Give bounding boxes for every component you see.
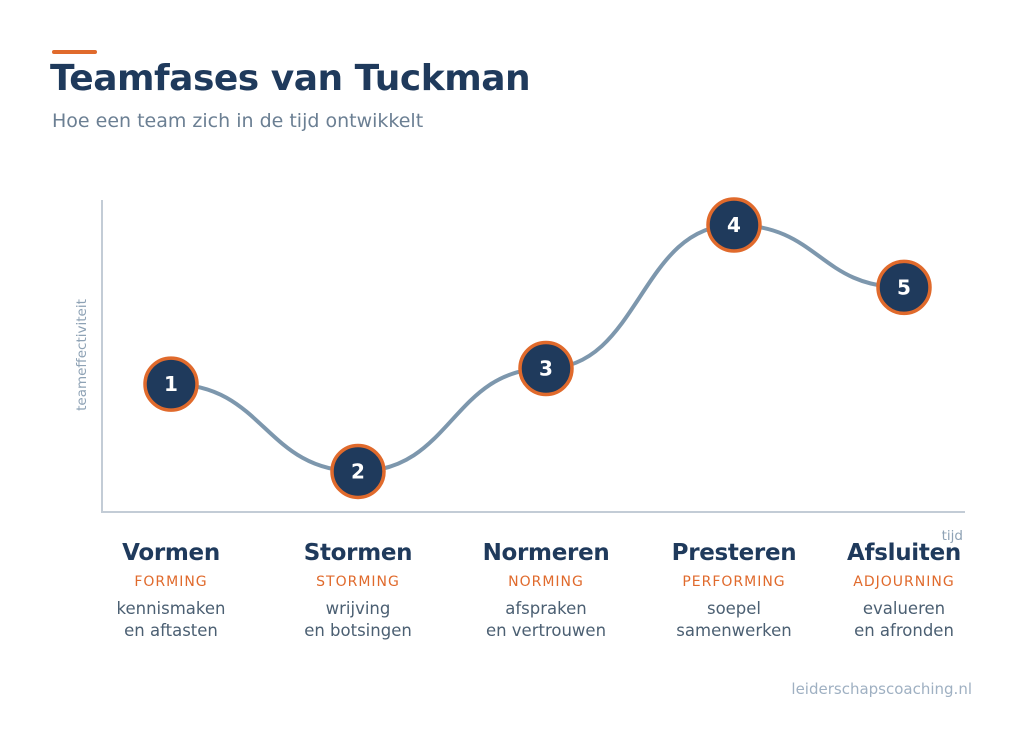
- phase-description: afspraken en vertrouwen: [461, 598, 631, 642]
- phase-description-line: en aftasten: [124, 621, 218, 640]
- phase-description: evalueren en afronden: [819, 598, 989, 642]
- y-axis-label: teameffectiviteit: [74, 299, 90, 411]
- phase-description: soepel samenwerken: [649, 598, 819, 642]
- page-subtitle: Hoe een team zich in de tijd ontwikkelt: [52, 110, 424, 132]
- phase-description-line: en botsingen: [304, 621, 412, 640]
- title-accent-bar: [52, 50, 97, 54]
- phase-name: Stormen: [303, 540, 413, 566]
- phase-description-line: evalueren: [862, 599, 946, 618]
- phase-normeren: Normeren NORMING afspraken en vertrouwen: [461, 540, 631, 642]
- phase-description-line: soepel: [706, 599, 762, 618]
- phase-description-line: afspraken: [505, 599, 587, 618]
- phase-description-line: en vertrouwen: [485, 621, 607, 640]
- phase-name: Presteren: [671, 540, 797, 566]
- phase-english-name: PERFORMING: [682, 574, 786, 590]
- phase-marker-label-5: 5: [897, 275, 911, 299]
- phase-marker-label-3: 3: [539, 356, 553, 380]
- phase-marker-3: [518, 340, 574, 397]
- phase-name: Afsluiten: [847, 540, 961, 566]
- phase-marker-label-4: 4: [727, 213, 741, 237]
- phase-name: Normeren: [482, 540, 610, 566]
- phase-english-name: ADJOURNING: [853, 574, 955, 590]
- phase-marker-5: [876, 259, 932, 316]
- phase-vormen: Vormen FORMING kennismaken en aftasten: [86, 540, 256, 642]
- phase-marker-label-1: 1: [164, 372, 178, 396]
- phase-stormen: Stormen STORMING wrijving en botsingen: [273, 540, 443, 642]
- phase-description-line: samenwerken: [676, 621, 792, 640]
- phase-markers: 1 2 3 4 5: [143, 197, 932, 500]
- phase-marker-4: [706, 197, 762, 253]
- phase-presteren: Presteren PERFORMING soepel samenwerken: [649, 540, 819, 642]
- page-title: Teamfases van Tuckman: [50, 58, 531, 99]
- phase-description-line: wrijving: [325, 599, 391, 618]
- phase-marker-2: [330, 443, 386, 500]
- phase-description-line: kennismaken: [116, 599, 226, 618]
- phase-english-name: STORMING: [316, 574, 400, 590]
- phase-marker-label-2: 2: [351, 459, 365, 483]
- phase-english-name: NORMING: [508, 574, 584, 590]
- phase-afsluiten: Afsluiten ADJOURNING evalueren en afrond…: [819, 540, 989, 642]
- phase-description: wrijving en botsingen: [273, 598, 443, 642]
- phase-description-line: en afronden: [854, 621, 954, 640]
- phase-marker-1: [143, 356, 199, 412]
- phase-name: Vormen: [122, 540, 220, 566]
- x-axis-label: tijd: [942, 528, 963, 544]
- phase-description: kennismaken en aftasten: [86, 598, 256, 642]
- phase-english-name: FORMING: [134, 574, 208, 590]
- source-link[interactable]: leiderschapscoaching.nl: [791, 680, 972, 698]
